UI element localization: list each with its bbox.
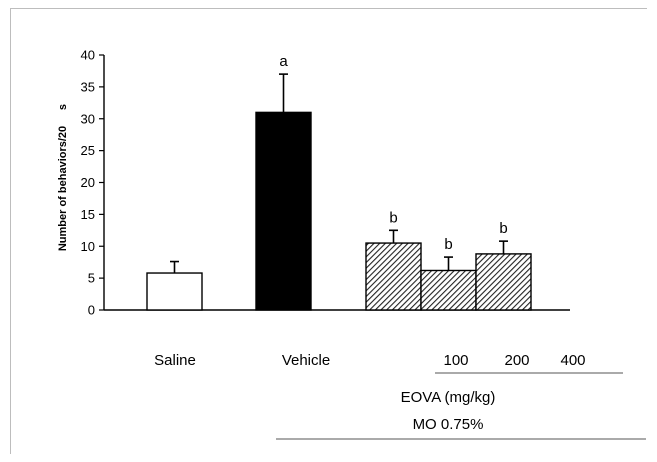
y-tick-label: 35 <box>81 79 95 94</box>
significance-label: a <box>279 53 288 70</box>
category-label: Vehicle <box>282 352 330 369</box>
labels: a b b b Saline Vehicle 100 200 400 EOVA (mg/kg) MO… <box>154 53 646 440</box>
y-tick-label: 10 <box>81 239 95 254</box>
significance-label: b <box>499 220 507 237</box>
bar <box>365 242 422 311</box>
axes: 0 5 10 15 20 25 30 35 40 Number of behaviors/20 s <box>57 48 570 318</box>
group-label: EOVA (mg/kg) <box>401 389 496 406</box>
bars <box>146 73 532 311</box>
category-label: Saline <box>154 352 196 369</box>
category-label: 100 <box>443 352 468 369</box>
category-label: 200 <box>504 352 529 369</box>
y-axis-title-suffix: s <box>57 104 69 110</box>
y-tick-label: 40 <box>81 48 95 63</box>
bar <box>475 253 532 311</box>
bar <box>255 111 312 311</box>
y-tick-label: 15 <box>81 207 95 222</box>
y-tick-label: 20 <box>81 175 95 190</box>
y-tick-label: 25 <box>81 143 95 158</box>
y-axis-title: Number of behaviors/20 <box>57 126 69 251</box>
category-label: 400 <box>560 352 585 369</box>
bar <box>420 269 477 311</box>
significance-label: b <box>389 209 397 226</box>
y-tick-label: 30 <box>81 111 95 126</box>
y-tick-label: 0 <box>88 303 95 318</box>
condition-label: MO 0.75% <box>413 416 484 433</box>
bar <box>146 272 203 311</box>
significance-label: b <box>444 236 452 253</box>
y-tick-label: 5 <box>88 271 95 286</box>
figure-frame <box>10 8 647 454</box>
